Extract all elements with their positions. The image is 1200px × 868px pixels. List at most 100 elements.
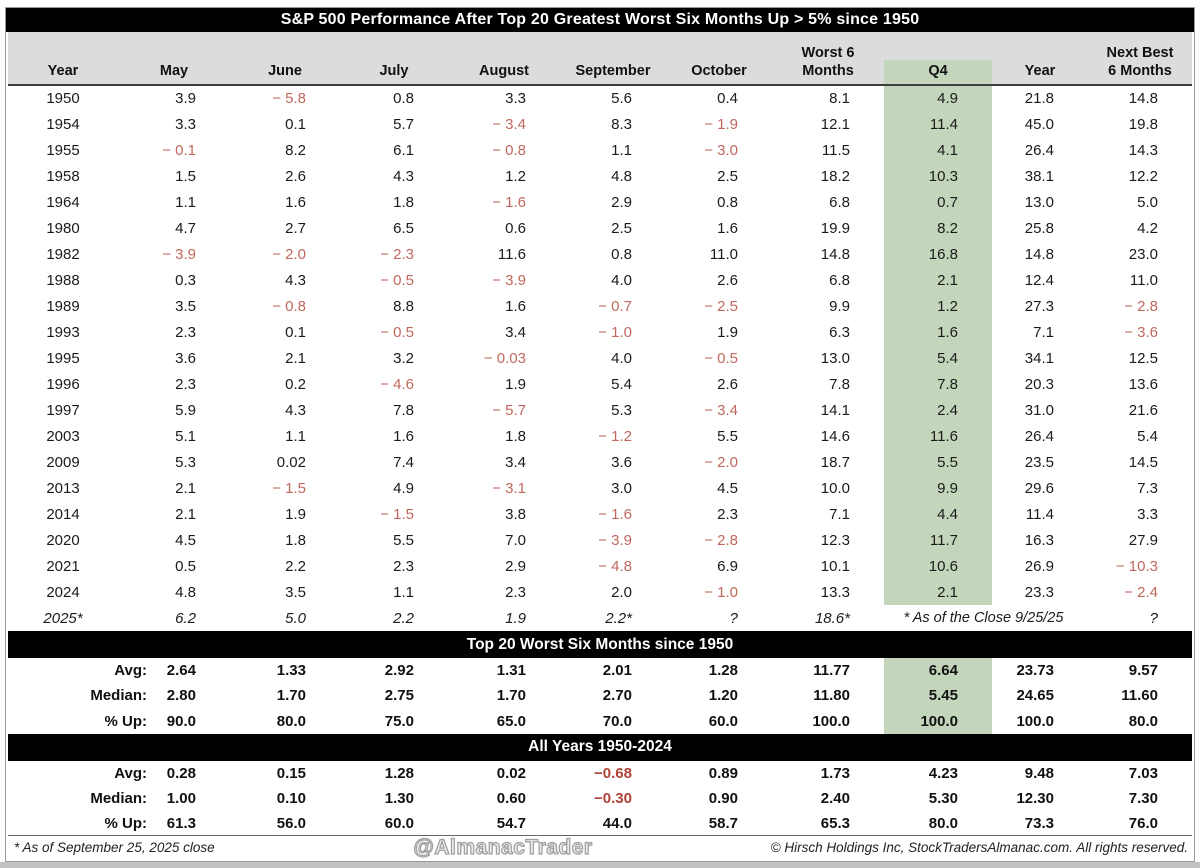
value-cell: 4.7 <box>175 219 196 237</box>
year-cell: 2024 <box>46 583 80 601</box>
value-cell: 1.2 <box>505 167 526 185</box>
value-cell: 4.5 <box>175 531 196 549</box>
value-cell: 2.2* <box>605 609 632 627</box>
year-cell: 1954 <box>46 115 80 133</box>
value-cell: − 1.6 <box>598 505 632 523</box>
value-cell: 1.30 <box>384 789 414 807</box>
value-cell: 6.8 <box>829 271 850 289</box>
value-cell: − 2.5 <box>704 297 738 315</box>
value-cell: 1.8 <box>505 427 526 445</box>
value-cell: 2.01 <box>602 662 632 680</box>
value-cell: 0.02 <box>276 453 306 471</box>
value-cell: − 2.0 <box>704 453 738 471</box>
value-cell: 13.0 <box>820 349 850 367</box>
summary-row: Avg: 0.28 0.15 1.28 0.02 −0.68 0.89 1.73 4.23 9.4… <box>8 761 1192 786</box>
asof-note: * As of the Close 9/25/25 <box>903 610 1064 626</box>
value-cell: 2.7 <box>285 219 306 237</box>
value-cell: 0.60 <box>496 789 526 807</box>
year-cell: 1982 <box>46 245 80 263</box>
table-row: 1996 2.3 0.2 − 4.6 1.9 5.4 2.6 7.8 7.8 20.3 13.6 <box>8 371 1192 397</box>
value-cell: 11.5 <box>821 141 850 159</box>
value-cell: 0.89 <box>708 764 738 782</box>
value-cell: 7.30 <box>1128 789 1158 807</box>
value-cell: − 0.1 <box>162 141 196 159</box>
header-row: Year May June July August September October Wor… <box>8 32 1192 86</box>
year-cell: 2021 <box>46 557 80 575</box>
value-cell: 2.1 <box>175 505 196 523</box>
year-cell: 1997 <box>46 401 80 419</box>
value-cell: 0.8 <box>611 245 632 263</box>
value-cell: 1.1 <box>611 141 632 159</box>
value-cell: 14.6 <box>820 427 850 445</box>
value-cell: 4.3 <box>285 271 306 289</box>
value-cell: 1.00 <box>166 789 196 807</box>
value-cell: 0.3 <box>175 271 196 289</box>
value-cell: − 2.8 <box>1124 297 1158 315</box>
value-cell: − 10.3 <box>1115 557 1158 575</box>
value-cell: 0.90 <box>708 789 738 807</box>
value-cell: 25.8 <box>1024 219 1054 237</box>
value-cell: 90.0 <box>166 712 196 730</box>
row-label: % Up: <box>8 811 148 836</box>
value-cell: − 4.6 <box>380 375 414 393</box>
column-header: Worst 6 Months <box>772 32 884 86</box>
performance-table: Year May June July August September October Wor… <box>8 32 1192 860</box>
value-cell: 7.03 <box>1128 764 1158 782</box>
value-cell: 8.1 <box>829 90 850 107</box>
value-cell: 10.1 <box>820 557 850 575</box>
value-cell: 19.8 <box>1128 115 1158 133</box>
value-cell: 7.0 <box>505 531 526 549</box>
value-cell: 100.0 <box>1016 712 1054 730</box>
value-cell: − 1.5 <box>272 479 306 497</box>
value-cell: 10.0 <box>820 479 850 497</box>
value-cell: 11.6 <box>929 427 958 445</box>
column-header: Year <box>8 32 118 86</box>
row-label-text: Avg: <box>114 764 147 782</box>
value-cell: 2.92 <box>384 662 414 680</box>
footer-row: * As of September 25, 2025 close @Almanac… <box>8 835 1192 860</box>
value-cell: −0.30 <box>594 789 632 807</box>
table-row: 2025* 6.2 5.0 2.2 1.9 2.2*? 18.6* * As of the C… <box>8 605 1192 631</box>
value-cell: 2.64 <box>166 662 196 680</box>
value-cell: 38.1 <box>1024 167 1054 185</box>
table-row: 2003 5.1 1.1 1.6 1.8 − 1.2 5.5 14.6 11.6 26.4 5.4 <box>8 423 1192 449</box>
value-cell: 1.5 <box>175 167 196 185</box>
year-cell: 2025* <box>43 609 83 627</box>
value-cell: 4.3 <box>285 401 306 419</box>
page-title: S&P 500 Performance After Top 20 Greates… <box>6 8 1194 32</box>
section-band: Top 20 Worst Six Months since 1950 <box>8 631 1192 658</box>
year-cell: 2014 <box>46 505 80 523</box>
value-cell: − 3.0 <box>704 141 738 159</box>
value-cell: 9.57 <box>1128 662 1158 680</box>
value-cell: 3.6 <box>175 349 196 367</box>
value-cell: 2.40 <box>820 789 850 807</box>
value-cell: 1.70 <box>276 687 306 705</box>
value-cell: 5.7 <box>393 115 414 133</box>
row-label: Avg: <box>8 761 147 786</box>
table-row: 2014 2.1 1.9 − 1.5 3.8 − 1.6 2.3 7.1 4.4 11.4 3.3 <box>8 501 1192 527</box>
year-cell: 1995 <box>46 349 80 367</box>
value-cell: 11.80 <box>813 687 850 705</box>
data-sheet: S&P 500 Performance After Top 20 Greates… <box>5 7 1195 862</box>
value-cell: 8.2 <box>937 219 958 237</box>
value-cell: 0.8 <box>717 193 738 211</box>
value-cell: 0.02 <box>496 764 526 782</box>
value-cell: 1.6 <box>505 297 526 315</box>
column-header: October <box>666 32 772 86</box>
value-cell: 27.9 <box>1128 531 1158 549</box>
table-row: 1989 3.5 − 0.8 8.8 1.6 − 0.7 − 2.5 9.9 1.2 27.3 − … <box>8 293 1192 319</box>
row-label-text: Median: <box>90 687 147 705</box>
table-row: 1950 3.9 − 5.8 0.8 3.3 5.6 0.4 8.1 4.9 21.8 14.8 <box>8 85 1192 111</box>
value-cell: 19.9 <box>820 219 850 237</box>
year-cell: 2020 <box>46 531 80 549</box>
row-label: % Up: <box>8 709 148 734</box>
value-cell: 5.5 <box>937 453 958 471</box>
value-cell: 1.28 <box>708 662 738 680</box>
table-row: 1964 1.1 1.6 1.8 − 1.6 2.9 0.8 6.8 0.7 13.0 5.0 <box>8 189 1192 215</box>
value-cell: − 5.8 <box>272 90 306 107</box>
year-cell: 2013 <box>46 479 80 497</box>
value-cell: 6.8 <box>829 193 850 211</box>
value-cell: 4.8 <box>611 167 632 185</box>
value-cell: 5.5 <box>393 531 414 549</box>
value-cell: 3.3 <box>1137 505 1158 523</box>
